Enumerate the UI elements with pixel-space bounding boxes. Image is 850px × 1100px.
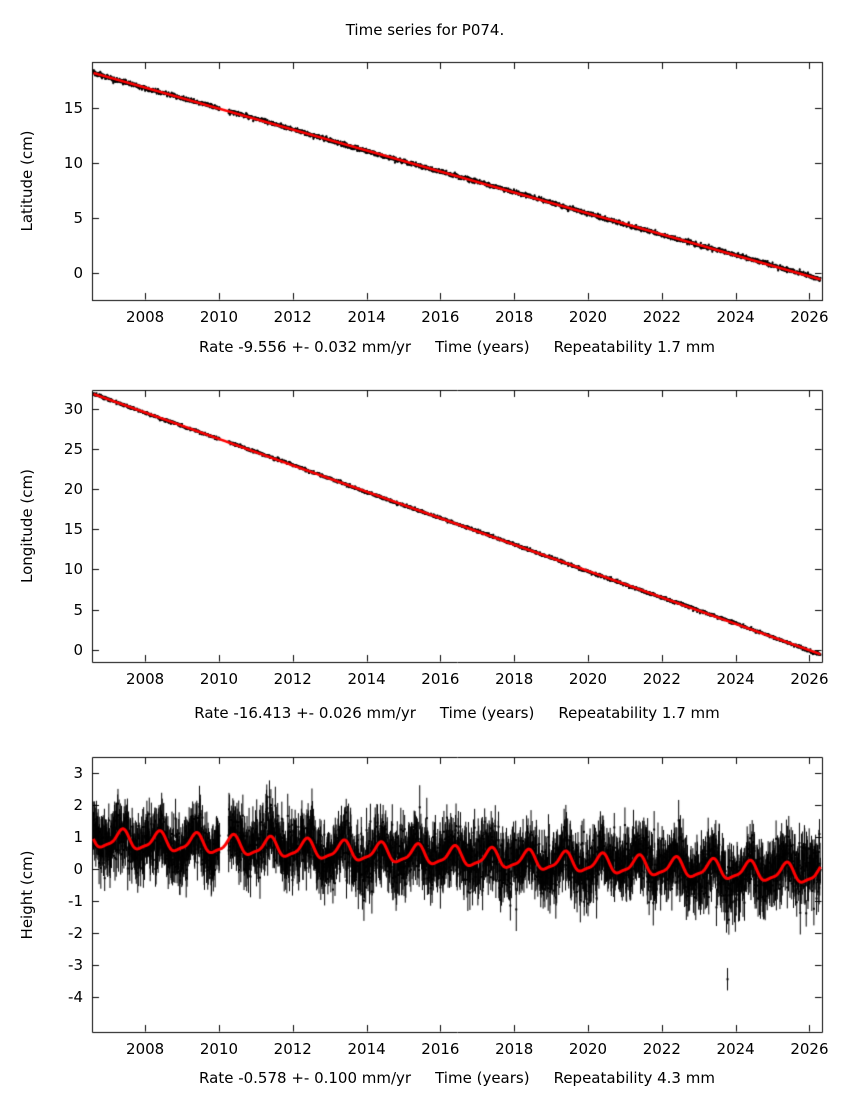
longitude-caption: Rate -16.413 +- 0.026 mm/yr Time (years)… [92,704,822,722]
y-tick-label: 15 [63,520,83,539]
x-tick-label: 2020 [568,1040,608,1058]
x-tick-label: 2008 [126,1040,165,1058]
y-tick-label: 15 [63,99,83,118]
x-tick-label: 2020 [568,308,608,326]
x-tick-label: 2016 [421,670,460,688]
x-tick-label: 2016 [421,308,460,326]
x-tick-label: 2018 [495,670,534,688]
x-tick-label: 2024 [716,308,755,326]
x-tick-label: 2026 [790,1040,829,1058]
y-tick-label: 2 [73,795,83,814]
x-tick-label: 2010 [199,670,239,688]
x-tick-label: 2018 [495,1040,534,1058]
x-tick-label: 2012 [273,308,312,326]
x-tick-label: 2014 [347,1040,386,1058]
x-tick-label: 2022 [642,308,681,326]
y-tick-label: 3 [73,763,83,782]
y-tick-label: -2 [68,923,83,942]
y-tick-label: 5 [73,600,83,619]
y-tick-label: 0 [73,640,83,659]
x-axis-label: Time (years) [435,338,530,356]
x-tick-label: 2014 [347,308,386,326]
repeatability-label: Repeatability 1.7 mm [558,704,720,722]
x-tick-label: 2020 [568,670,608,688]
x-tick-label: 2018 [495,308,534,326]
x-tick-label: 2008 [126,670,165,688]
x-tick-label: 2008 [126,308,165,326]
x-tick-label: 2010 [199,1040,239,1058]
x-tick-label: 2024 [716,670,755,688]
latitude-caption: Rate -9.556 +- 0.032 mm/yr Time (years) … [92,338,822,356]
y-tick-label: -1 [68,891,83,910]
x-tick-label: 2014 [347,670,386,688]
x-tick-label: 2012 [273,670,312,688]
rate-label: Rate -16.413 +- 0.026 mm/yr [194,704,416,722]
y-tick-label: -4 [68,987,83,1006]
page-title: Time series for P074. [345,21,505,39]
repeatability-label: Repeatability 1.7 mm [553,338,715,356]
y-tick-label: 25 [63,439,83,458]
rate-label: Rate -9.556 +- 0.032 mm/yr [199,338,412,356]
y-tick-label: 10 [63,560,83,579]
x-axis-label: Time (years) [439,704,535,722]
x-tick-label: 2026 [790,670,829,688]
y-tick-label: 0 [73,263,83,282]
y-tick-label: 10 [63,153,83,172]
x-tick-label: 2022 [642,1040,681,1058]
x-tick-label: 2024 [716,1040,755,1058]
x-tick-label: 2016 [421,1040,460,1058]
x-axis-label: Time (years) [435,1069,530,1087]
y-tick-label: 1 [73,827,83,846]
y-tick-label: 5 [73,208,83,227]
rate-label: Rate -0.578 +- 0.100 mm/yr [199,1069,412,1087]
height-caption: Rate -0.578 +- 0.100 mm/yr Time (years) … [92,1069,822,1087]
x-tick-label: 2012 [273,1040,312,1058]
x-tick-label: 2010 [199,308,239,326]
x-tick-label: 2022 [642,670,681,688]
y-tick-label: 30 [63,399,83,418]
y-tick-label: 0 [73,859,83,878]
x-tick-label: 2026 [790,308,829,326]
y-tick-label: 20 [63,479,83,498]
y-tick-label: -3 [68,955,83,974]
repeatability-label: Repeatability 4.3 mm [553,1069,715,1087]
